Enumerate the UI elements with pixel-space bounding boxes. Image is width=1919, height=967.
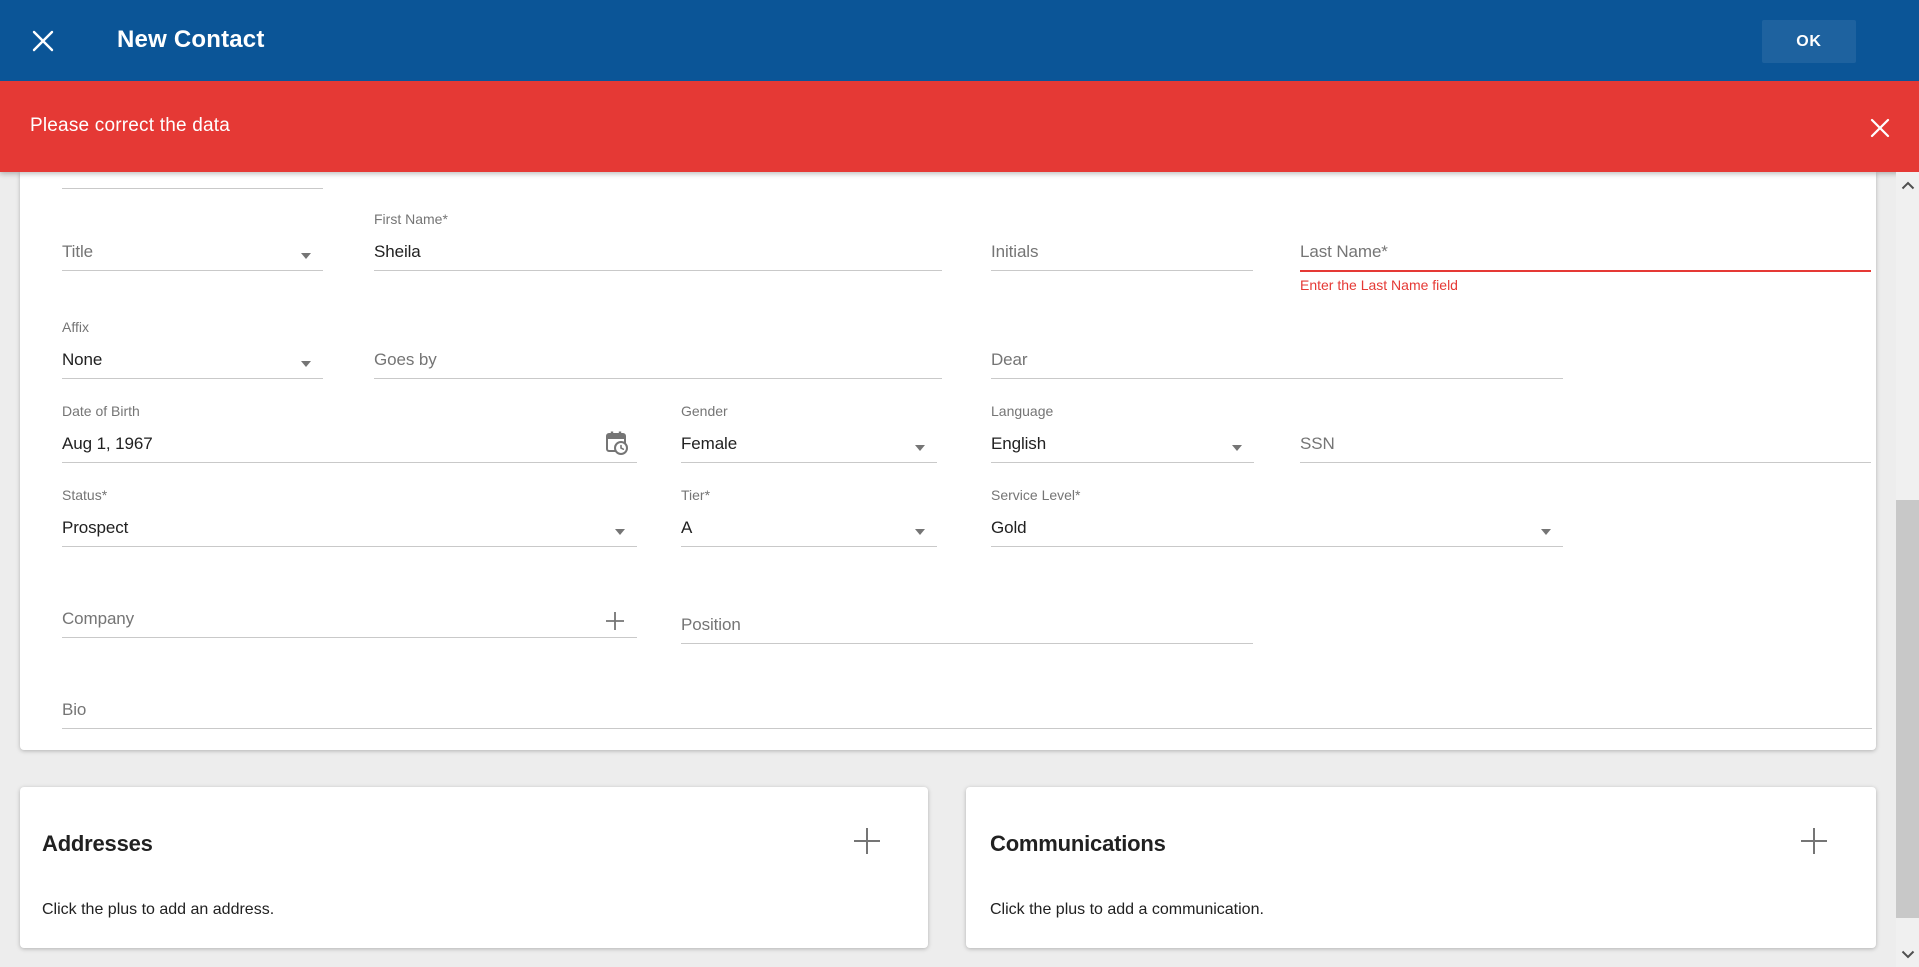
last-name-error-text: Enter the Last Name field <box>1300 277 1458 293</box>
language-value: English <box>991 434 1047 453</box>
bio-placeholder: Bio <box>62 700 87 719</box>
status-value: Prospect <box>62 518 129 537</box>
goes-by-placeholder: Goes by <box>374 350 437 369</box>
add-company-icon[interactable] <box>604 610 626 632</box>
last-name-field[interactable]: Last Name* <box>1300 211 1871 272</box>
addresses-hint: Click the plus to add an address. <box>42 901 275 918</box>
affix-label: Affix <box>62 319 89 335</box>
status-label: Status* <box>62 487 108 503</box>
last-name-placeholder: Last Name* <box>1300 242 1388 261</box>
dear-field[interactable]: Dear <box>991 319 1563 379</box>
first-name-field[interactable]: First Name* Sheila <box>374 211 942 271</box>
title-select[interactable]: Title <box>62 211 323 271</box>
date-of-birth-label: Date of Birth <box>62 403 140 419</box>
scrollbar-thumb[interactable] <box>1896 500 1919 918</box>
chevron-down-icon <box>1232 445 1242 451</box>
gender-select[interactable]: Gender Female <box>681 403 937 463</box>
communications-hint: Click the plus to add a communication. <box>990 901 1264 918</box>
field-underline <box>62 728 1872 729</box>
addresses-title: Addresses <box>42 831 153 856</box>
field-underline <box>62 462 637 463</box>
chevron-down-icon <box>301 361 311 367</box>
field-underline <box>991 546 1563 547</box>
addresses-card: Addresses Click the plus to add an addre… <box>20 787 928 948</box>
scroll-down-icon[interactable] <box>1896 943 1919 965</box>
date-of-birth-field[interactable]: Date of Birth Aug 1, 1967 <box>62 403 637 463</box>
dialog-titlebar: New Contact OK <box>0 0 1919 81</box>
vertical-scrollbar[interactable] <box>1896 172 1919 967</box>
chevron-down-icon <box>915 529 925 535</box>
service-level-label: Service Level* <box>991 487 1081 503</box>
communications-card: Communications Click the plus to add a c… <box>966 787 1876 948</box>
company-field[interactable]: Company <box>62 578 637 638</box>
date-of-birth-value: Aug 1, 1967 <box>62 434 153 453</box>
chevron-down-icon <box>1541 529 1551 535</box>
gender-label: Gender <box>681 403 728 419</box>
company-placeholder: Company <box>62 609 135 628</box>
title-placeholder: Title <box>62 242 93 261</box>
language-select[interactable]: Language English <box>991 403 1254 463</box>
field-underline <box>374 378 942 379</box>
chevron-down-icon <box>615 529 625 535</box>
dear-placeholder: Dear <box>991 350 1028 369</box>
field-underline-error <box>1300 270 1871 272</box>
cutoff-field-underline <box>62 188 323 189</box>
goes-by-field[interactable]: Goes by <box>374 319 942 379</box>
status-select[interactable]: Status* Prospect <box>62 487 637 547</box>
contact-form-card: Title First Name* Sheila Initials Last N… <box>20 172 1876 750</box>
chevron-down-icon <box>915 445 925 451</box>
field-underline <box>62 270 323 271</box>
tier-label: Tier* <box>681 487 711 503</box>
field-underline <box>681 462 937 463</box>
add-address-button[interactable] <box>851 825 883 857</box>
scroll-up-icon[interactable] <box>1896 174 1919 196</box>
field-underline <box>374 270 942 271</box>
field-underline <box>991 462 1254 463</box>
language-label: Language <box>991 403 1054 419</box>
calendar-clock-icon[interactable] <box>605 430 629 456</box>
chevron-down-icon <box>301 253 311 259</box>
field-underline <box>62 378 323 379</box>
field-underline <box>62 637 637 638</box>
field-underline <box>991 378 1563 379</box>
ssn-placeholder: SSN <box>1300 434 1335 453</box>
page-title: New Contact <box>117 26 265 53</box>
ssn-field[interactable]: SSN <box>1300 403 1871 463</box>
position-placeholder: Position <box>681 615 741 634</box>
field-underline <box>681 546 937 547</box>
validation-alert-banner: Please correct the data <box>0 81 1919 172</box>
alert-close-icon[interactable] <box>1869 117 1891 139</box>
field-underline <box>681 643 1253 644</box>
ok-button[interactable]: OK <box>1762 20 1856 63</box>
communications-title: Communications <box>990 831 1166 856</box>
service-level-value: Gold <box>991 518 1027 537</box>
service-level-select[interactable]: Service Level* Gold <box>991 487 1563 547</box>
tier-value: A <box>681 518 693 537</box>
affix-value: None <box>62 350 103 369</box>
position-field[interactable]: Position <box>681 584 1253 644</box>
gender-value: Female <box>681 434 738 453</box>
initials-field[interactable]: Initials <box>991 211 1253 271</box>
field-underline <box>991 270 1253 271</box>
first-name-label: First Name* <box>374 211 448 227</box>
tier-select[interactable]: Tier* A <box>681 487 937 547</box>
initials-placeholder: Initials <box>991 242 1039 261</box>
field-underline <box>62 546 637 547</box>
first-name-value: Sheila <box>374 242 421 261</box>
add-communication-button[interactable] <box>1798 825 1830 857</box>
alert-message: Please correct the data <box>30 115 230 136</box>
bio-field[interactable]: Bio <box>62 669 1872 729</box>
field-underline <box>1300 462 1871 463</box>
close-icon[interactable] <box>30 28 56 54</box>
affix-select[interactable]: Affix None <box>62 319 323 379</box>
